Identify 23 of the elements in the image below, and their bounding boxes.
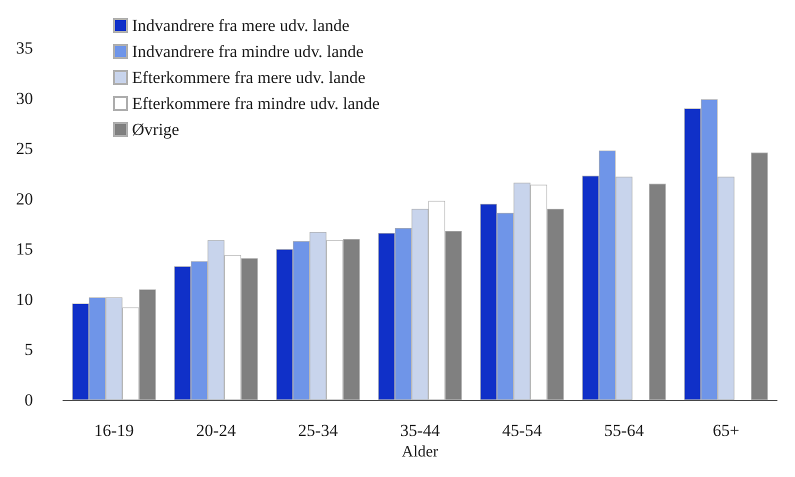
x-tick-label: 20-24 [196, 421, 236, 440]
y-tick-label: 30 [16, 88, 33, 108]
bar [751, 152, 768, 400]
x-tick-label: 16-19 [94, 421, 134, 440]
legend-label: Efterkommere fra mindre udv. lande [132, 94, 380, 113]
y-tick-label: 25 [16, 139, 33, 158]
y-tick-label: 5 [24, 340, 33, 360]
y-tick-label: 0 [24, 390, 33, 410]
legend-label: Indvandrere fra mindre udv. lande [132, 42, 364, 61]
y-tick-label: 10 [16, 290, 33, 309]
y-tick-label: 35 [16, 38, 33, 58]
y-tick-label: 15 [16, 240, 33, 259]
bar [649, 184, 666, 400]
legend-label: Efterkommere fra mere udv. lande [132, 68, 366, 87]
x-tick-label: 25-34 [298, 421, 338, 440]
x-tick-label: 35-44 [400, 421, 440, 440]
legend-label: Øvrige [132, 120, 180, 139]
x-tick-label: 55-64 [604, 421, 644, 440]
y-tick-label: 20 [16, 189, 33, 208]
legend-label: Indvandrere fra mere udv. lande [132, 16, 350, 35]
x-tick-label: 45-54 [502, 421, 542, 440]
x-tick-label: 65+ [712, 421, 740, 440]
x-axis-title: Alder [402, 443, 439, 460]
